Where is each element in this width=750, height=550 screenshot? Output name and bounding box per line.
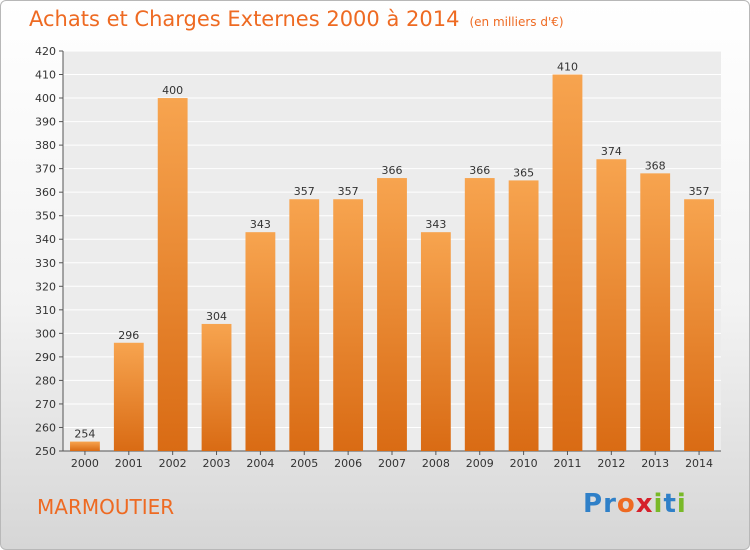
bar-value-label: 366 bbox=[469, 164, 490, 177]
y-tick-label: 260 bbox=[35, 421, 56, 434]
bar bbox=[420, 232, 451, 451]
bar bbox=[684, 199, 714, 451]
bar bbox=[333, 199, 364, 451]
chart-title: Achats et Charges Externes 2000 à 2014 (e… bbox=[29, 7, 564, 31]
bar bbox=[377, 178, 407, 451]
y-tick-label: 280 bbox=[35, 374, 56, 387]
proxiti-logo: Proxiti bbox=[583, 489, 687, 519]
x-tick-label: 2002 bbox=[159, 457, 187, 470]
y-tick-label: 320 bbox=[35, 280, 56, 293]
chart-subtitle: (en milliers d'€) bbox=[469, 15, 564, 29]
chart-title-text: Achats et Charges Externes 2000 à 2014 bbox=[29, 7, 460, 31]
x-tick-label: 2004 bbox=[246, 457, 274, 470]
bar-value-label: 343 bbox=[250, 218, 271, 231]
x-tick-label: 2011 bbox=[553, 457, 581, 470]
bar-value-label: 357 bbox=[689, 185, 710, 198]
x-tick-label: 2014 bbox=[685, 457, 713, 470]
x-tick-label: 2007 bbox=[378, 457, 406, 470]
logo-letter: t bbox=[663, 489, 677, 519]
bar bbox=[464, 178, 495, 451]
y-tick-label: 360 bbox=[35, 186, 56, 199]
bar bbox=[289, 199, 320, 451]
logo-letter: i bbox=[676, 489, 687, 519]
bar bbox=[245, 232, 276, 451]
bar-value-label: 343 bbox=[425, 218, 446, 231]
logo-letter: i bbox=[653, 489, 664, 519]
location-name: MARMOUTIER bbox=[37, 495, 175, 519]
bar bbox=[201, 323, 232, 451]
logo-letter: P bbox=[583, 489, 604, 519]
x-tick-label: 2010 bbox=[510, 457, 538, 470]
bar-value-label: 357 bbox=[338, 185, 359, 198]
bar-value-label: 368 bbox=[645, 159, 666, 172]
bar-value-label: 410 bbox=[557, 61, 578, 74]
bar-value-label: 366 bbox=[382, 164, 403, 177]
bar-value-label: 400 bbox=[162, 84, 183, 97]
y-tick-label: 270 bbox=[35, 398, 56, 411]
y-tick-label: 400 bbox=[35, 92, 56, 105]
x-tick-label: 2006 bbox=[334, 457, 362, 470]
y-tick-label: 330 bbox=[35, 257, 56, 270]
bar bbox=[552, 74, 583, 451]
bar bbox=[70, 441, 100, 451]
logo-letter: x bbox=[635, 489, 654, 519]
y-tick-label: 410 bbox=[35, 69, 56, 82]
x-tick-label: 2005 bbox=[290, 457, 318, 470]
y-tick-label: 310 bbox=[35, 304, 56, 317]
x-tick-label: 2003 bbox=[203, 457, 231, 470]
y-tick-label: 370 bbox=[35, 163, 56, 176]
bar-value-label: 374 bbox=[601, 145, 622, 158]
bar bbox=[508, 180, 539, 452]
logo-letter: o bbox=[616, 489, 636, 519]
x-tick-label: 2009 bbox=[466, 457, 494, 470]
bar bbox=[640, 173, 671, 451]
y-tick-label: 340 bbox=[35, 233, 56, 246]
bar-value-label: 357 bbox=[294, 185, 315, 198]
y-tick-label: 380 bbox=[35, 139, 56, 152]
bar bbox=[157, 98, 188, 451]
y-tick-label: 420 bbox=[35, 45, 56, 58]
bar-value-label: 254 bbox=[74, 428, 95, 441]
logo-letter: r bbox=[603, 489, 617, 519]
bar bbox=[596, 159, 627, 451]
bar-value-label: 304 bbox=[206, 310, 227, 323]
x-tick-label: 2013 bbox=[641, 457, 669, 470]
bar-value-label: 365 bbox=[513, 166, 534, 179]
y-tick-label: 350 bbox=[35, 210, 56, 223]
bar-value-label: 296 bbox=[118, 329, 139, 342]
x-tick-label: 2008 bbox=[422, 457, 450, 470]
y-tick-label: 250 bbox=[35, 445, 56, 458]
y-tick-label: 390 bbox=[35, 116, 56, 129]
x-tick-label: 2001 bbox=[115, 457, 143, 470]
x-tick-label: 2000 bbox=[71, 457, 99, 470]
y-tick-label: 290 bbox=[35, 351, 56, 364]
y-tick-label: 300 bbox=[35, 327, 56, 340]
bar bbox=[113, 342, 144, 451]
x-tick-label: 2012 bbox=[597, 457, 625, 470]
